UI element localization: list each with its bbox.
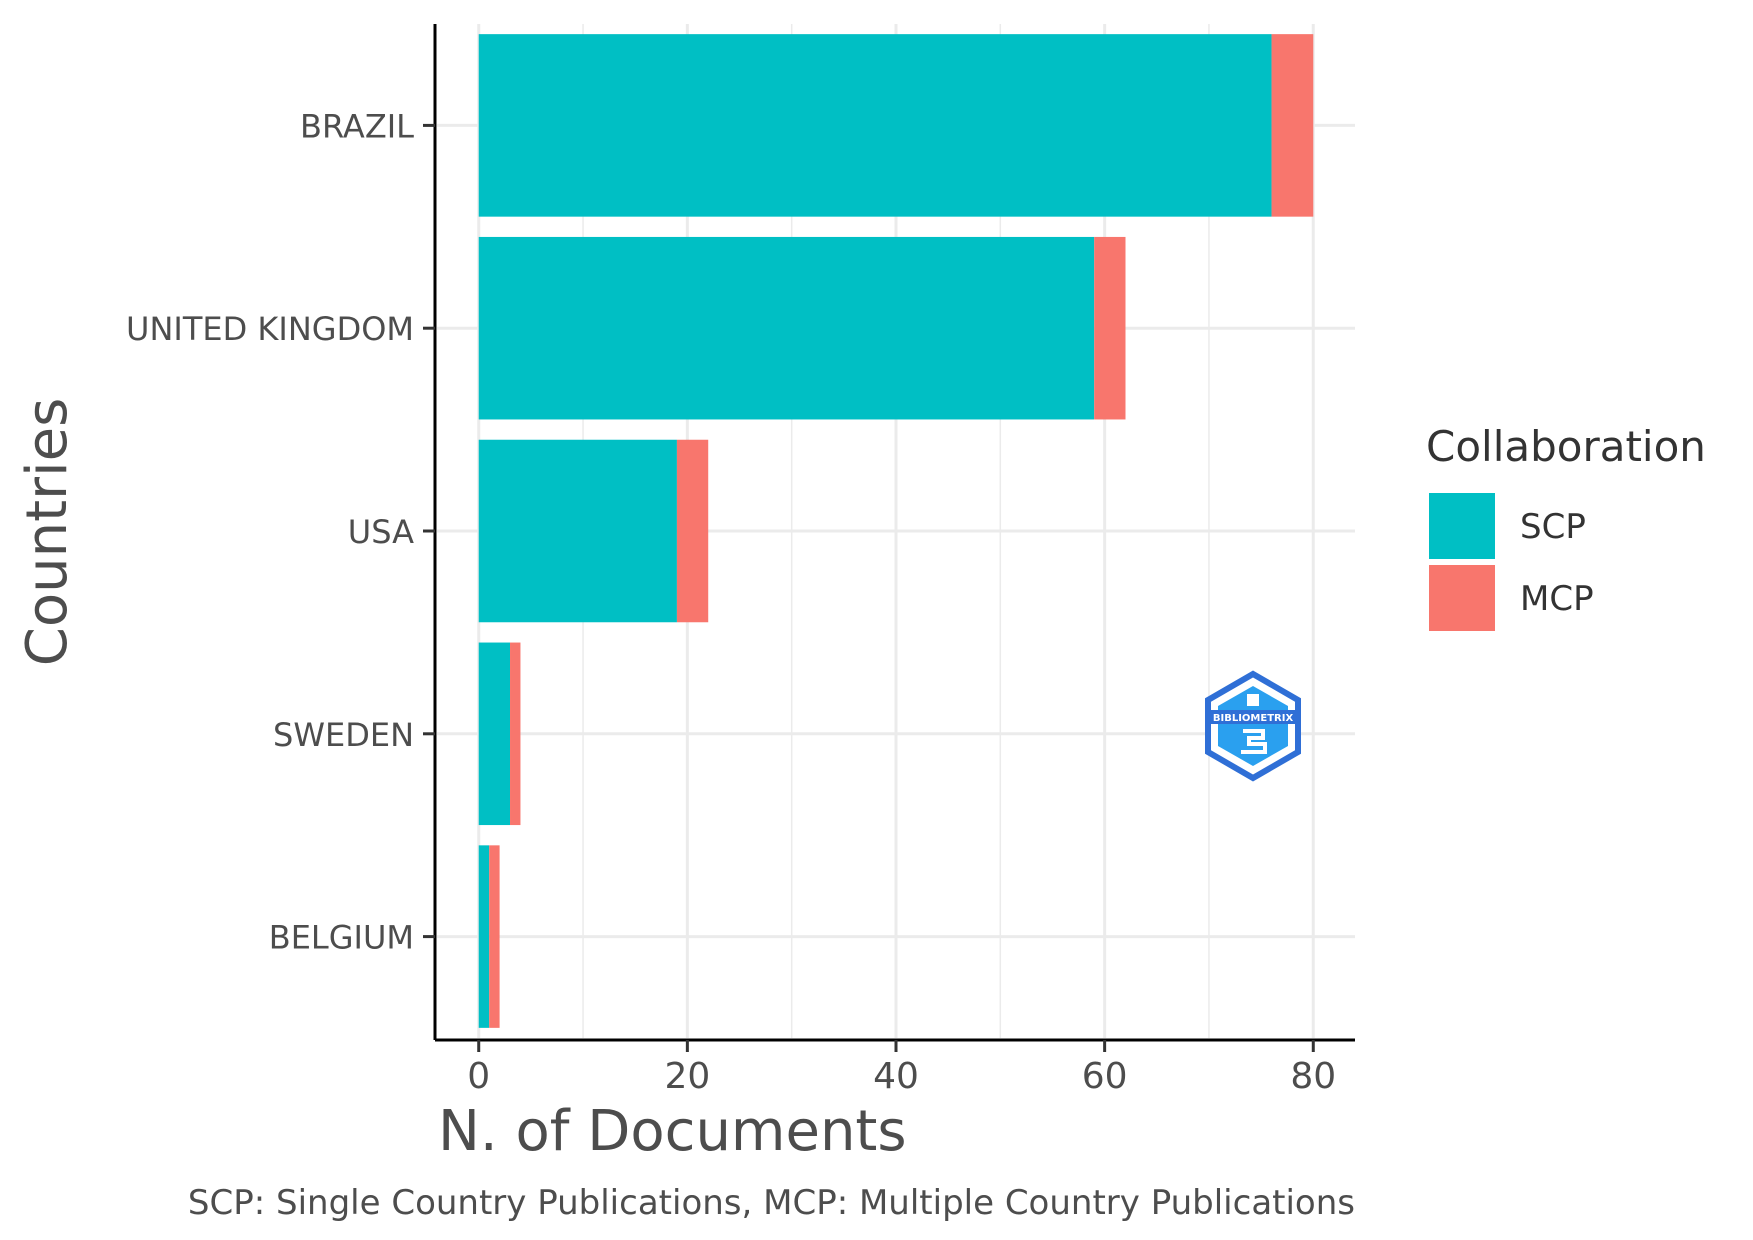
- bar-mcp-belgium: [489, 845, 500, 1028]
- bar-scp-sweden: [478, 642, 511, 826]
- y-ticks: BRAZIL UNITED KINGDOM USA SWEDEN BELGIUM: [126, 107, 435, 957]
- y-tick-label: BRAZIL: [300, 107, 414, 145]
- bar-mcp-united-kingdom: [1094, 236, 1126, 420]
- bar-mcp-usa: [676, 439, 709, 623]
- bars: [478, 34, 1314, 1028]
- y-tick-label: UNITED KINGDOM: [126, 310, 414, 348]
- x-axis-title: N. of Documents: [438, 1099, 907, 1164]
- bar-scp-brazil: [478, 34, 1272, 217]
- y-tick-label: USA: [348, 513, 414, 551]
- y-tick-label: SWEDEN: [273, 716, 414, 754]
- x-tick-label: 20: [664, 1056, 710, 1097]
- legend-label-mcp: MCP: [1520, 579, 1594, 619]
- legend-swatch-mcp: [1427, 563, 1497, 633]
- legend-label-scp: SCP: [1520, 507, 1586, 547]
- x-tick-label: 40: [873, 1056, 919, 1097]
- watermark-text: BIBLIOMETRIX: [1213, 713, 1294, 724]
- x-tick-label: 0: [467, 1056, 490, 1097]
- bar-mcp-brazil: [1271, 34, 1314, 217]
- legend: Collaboration SCP MCP: [1426, 422, 1706, 633]
- bar-mcp-sweden: [510, 642, 521, 826]
- x-tick-label: 60: [1082, 1056, 1128, 1097]
- bar-scp-belgium: [478, 845, 490, 1028]
- x-tick-label: 80: [1290, 1056, 1336, 1097]
- y-axis-title: Countries: [15, 398, 80, 667]
- y-tick-label: BELGIUM: [269, 919, 414, 957]
- bar-scp-united-kingdom: [478, 236, 1095, 420]
- bar-scp-usa: [478, 439, 677, 623]
- x-ticks: 0 20 40 60 80: [467, 1040, 1336, 1097]
- legend-title: Collaboration: [1426, 422, 1706, 471]
- legend-swatch-scp: [1427, 491, 1497, 561]
- caption: SCP: Single Country Publications, MCP: M…: [188, 1183, 1355, 1223]
- bibliometrix-logo: BIBLIOMETRIX: [1205, 670, 1301, 782]
